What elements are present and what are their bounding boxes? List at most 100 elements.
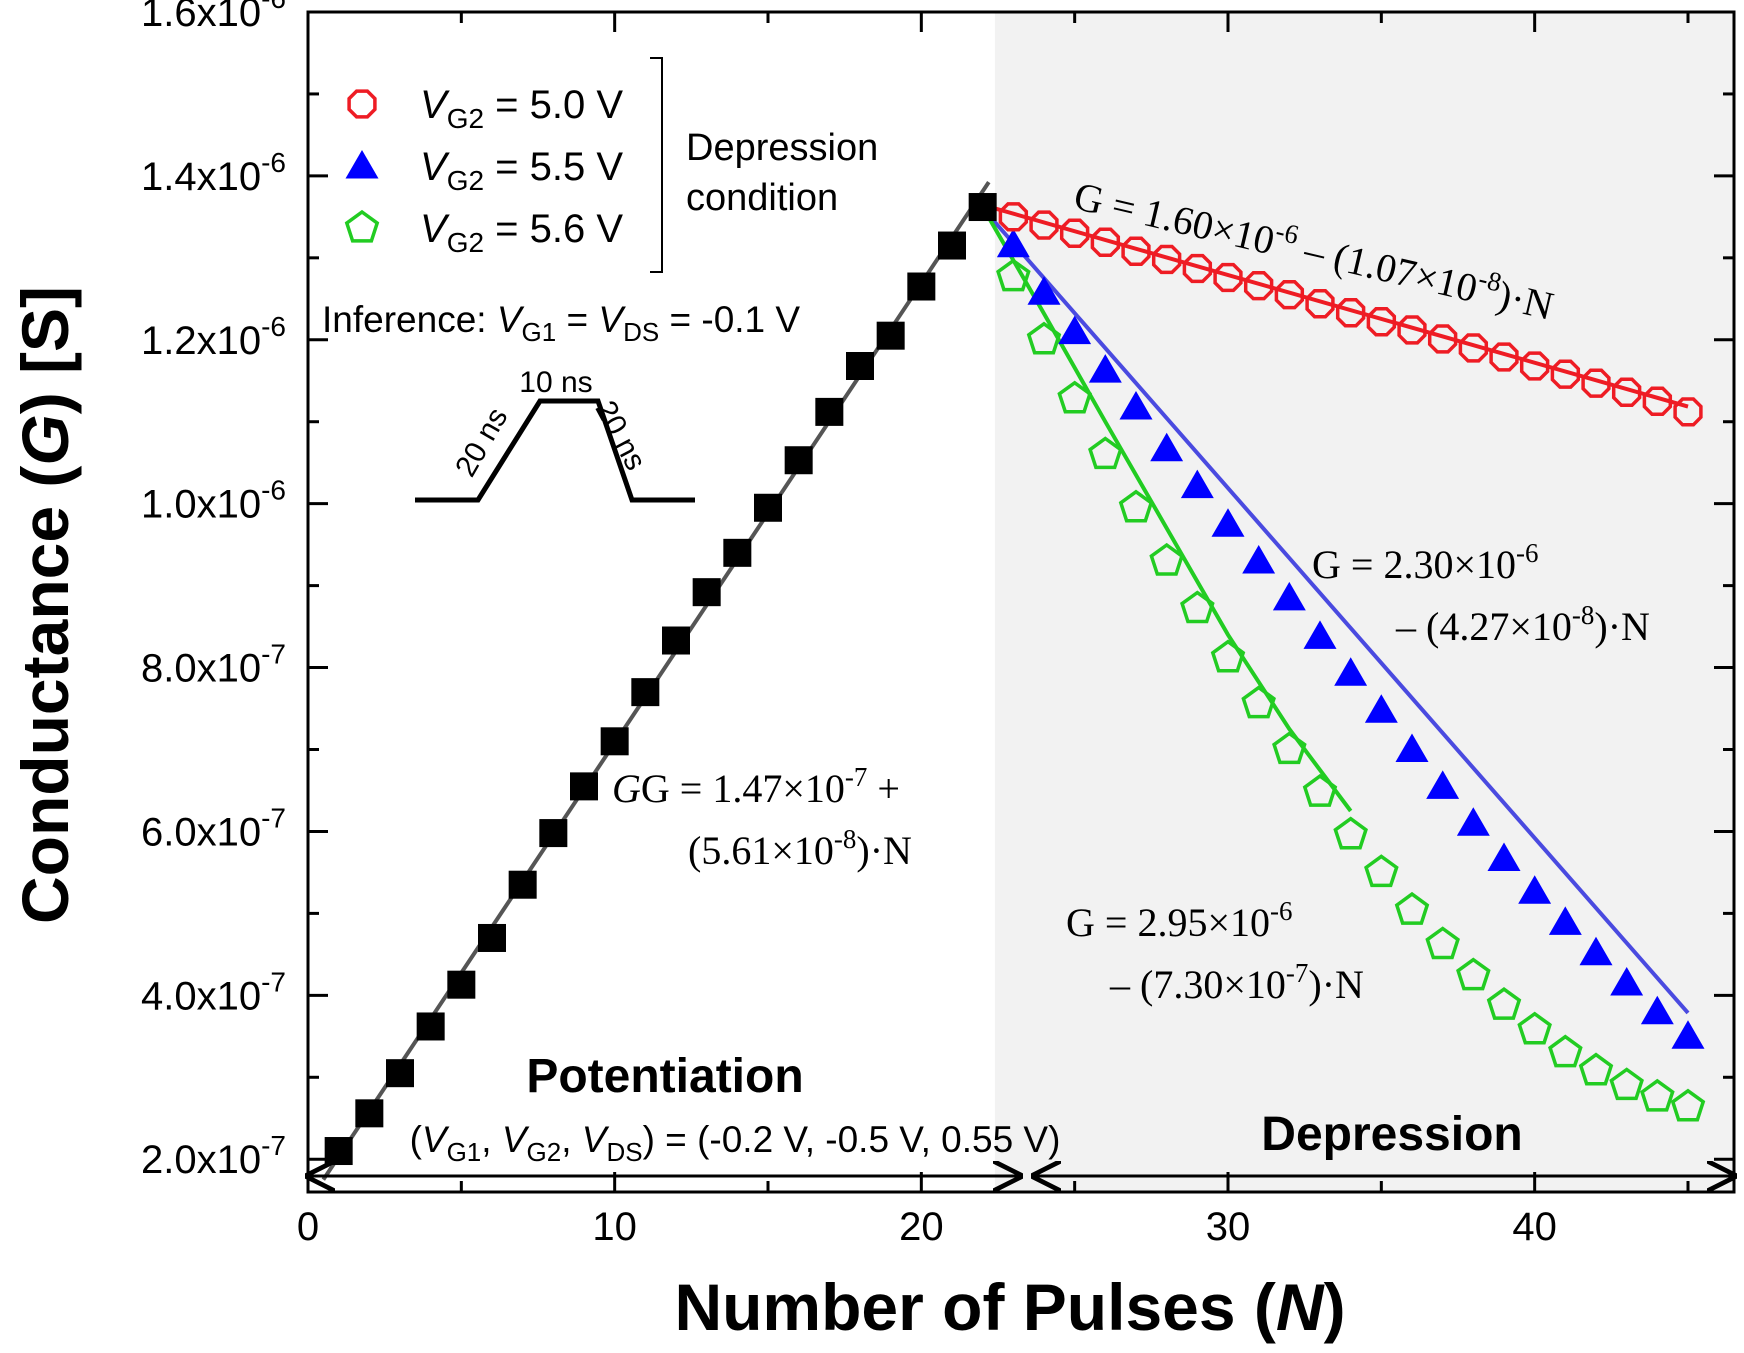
series-dep_5_6 xyxy=(996,258,1706,1122)
x-tick-label: 30 xyxy=(1206,1205,1251,1249)
series-dep_5_5 xyxy=(996,228,1705,1049)
data-point-dep_5_6 xyxy=(1272,731,1307,765)
eq-potentiation-line1: GG = 1.47×10-7 + xyxy=(612,762,900,811)
data-point-dep_5_5 xyxy=(1548,906,1582,935)
data-point-potentiation xyxy=(754,493,782,522)
data-point-dep_5_5 xyxy=(1487,842,1521,871)
data-point-dep_5_5 xyxy=(1303,620,1337,649)
data-point-potentiation xyxy=(600,727,629,756)
data-point-dep_5_6 xyxy=(1609,1067,1644,1101)
data-point-dep_5_6 xyxy=(1517,1011,1552,1045)
eq-dep-5-6-line1: G = 2.95×10-6 xyxy=(1066,896,1293,945)
legend-entry-5-0: VG2 = 5.0 V xyxy=(420,83,623,134)
data-point-potentiation xyxy=(723,538,752,567)
pulse-fall-label: 20 ns xyxy=(589,395,653,475)
data-point-dep_5_0 xyxy=(1519,351,1550,381)
data-point-dep_5_5 xyxy=(1058,315,1092,345)
pulse-top-label: 10 ns xyxy=(519,366,592,399)
data-point-dep_5_0 xyxy=(1673,397,1703,427)
legend-entry-5-5: VG2 = 5.5 V xyxy=(420,145,623,196)
data-point-dep_5_5 xyxy=(1364,694,1398,723)
data-point-dep_5_6 xyxy=(1425,926,1460,960)
data-point-dep_5_5 xyxy=(1211,508,1245,537)
pulse-waveform xyxy=(415,398,695,503)
potentiation-label: Potentiation xyxy=(526,1050,803,1103)
data-point-potentiation xyxy=(570,772,598,801)
data-point-dep_5_5 xyxy=(1242,545,1276,574)
data-point-potentiation xyxy=(662,626,690,655)
data-point-dep_5_6 xyxy=(1640,1078,1675,1112)
data-point-dep_5_5 xyxy=(1456,807,1490,836)
data-point-dep_5_6 xyxy=(1026,321,1062,355)
depression-condition-line2: condition xyxy=(686,177,838,219)
plot-frame xyxy=(306,10,1736,1194)
data-point-dep_5_5 xyxy=(1119,391,1153,420)
data-point-dep_5_0 xyxy=(1121,236,1151,266)
pulse-rise-label: 20 ns xyxy=(449,402,514,482)
data-point-dep_5_6 xyxy=(1302,773,1338,807)
data-point-dep_5_5 xyxy=(1640,995,1674,1025)
data-point-dep_5_6 xyxy=(1364,854,1399,888)
y-axis-title: Conductance (G) [S] xyxy=(8,286,82,924)
y-tick-label: 1.6x10-6 xyxy=(141,0,286,35)
data-point-dep_5_0 xyxy=(1642,386,1673,416)
data-point-dep_5_6 xyxy=(1333,816,1368,850)
data-point-dep_5_5 xyxy=(1395,733,1429,762)
eq-dep-5-6-line2: – (7.30×10-7)·N xyxy=(1109,958,1364,1007)
legend-symbol-dep_5_0 xyxy=(347,89,377,119)
data-point-potentiation xyxy=(324,1137,353,1166)
data-point-dep_5_6 xyxy=(996,258,1031,292)
data-point-dep_5_0 xyxy=(1366,307,1397,337)
data-point-dep_5_0 xyxy=(1059,218,1090,248)
data-point-dep_5_6 xyxy=(1456,957,1491,991)
x-axis-title: Number of Pulses (N) xyxy=(674,1270,1345,1344)
legend-bracket xyxy=(650,57,663,273)
data-point-dep_5_6 xyxy=(1149,542,1184,576)
data-point-dep_5_0 xyxy=(1458,333,1489,363)
fit-curve-dep_5_6 xyxy=(980,206,1353,813)
x-tick-label: 10 xyxy=(592,1205,637,1249)
data-point-dep_5_6 xyxy=(1057,380,1092,414)
legend-entry-5-6: VG2 = 5.6 V xyxy=(420,207,623,258)
legend-symbol-dep_5_5 xyxy=(345,150,379,179)
data-point-dep_5_0 xyxy=(1243,271,1274,301)
depression-label: Depression xyxy=(1261,1108,1522,1161)
y-tick-label: 6.0x10-7 xyxy=(141,802,286,854)
series-dep_5_0 xyxy=(998,202,1703,427)
data-point-potentiation xyxy=(416,1012,445,1041)
data-point-dep_5_6 xyxy=(1670,1088,1706,1122)
data-point-dep_5_5 xyxy=(1272,581,1306,611)
data-point-dep_5_6 xyxy=(1578,1052,1614,1086)
data-point-dep_5_6 xyxy=(1486,987,1522,1020)
data-point-dep_5_0 xyxy=(1611,377,1642,407)
pulse-waveform-inset: 10 ns 20 ns 20 ns xyxy=(415,366,695,503)
data-point-potentiation xyxy=(907,272,936,301)
data-point-dep_5_0 xyxy=(1151,244,1182,275)
data-point-dep_5_0 xyxy=(1550,359,1581,389)
x-tick-label: 40 xyxy=(1512,1205,1557,1249)
y-tick-label: 2.0x10-7 xyxy=(141,1130,286,1182)
data-point-dep_5_5 xyxy=(1426,770,1460,799)
data-point-dep_5_5 xyxy=(1088,354,1122,383)
data-point-potentiation xyxy=(876,321,905,350)
y-tick-label: 1.0x10-6 xyxy=(141,475,286,527)
data-point-dep_5_6 xyxy=(1118,489,1154,523)
data-point-dep_5_0 xyxy=(1029,210,1059,240)
data-point-dep_5_6 xyxy=(1241,685,1276,719)
data-point-potentiation xyxy=(938,231,966,260)
data-point-potentiation xyxy=(386,1059,414,1088)
data-point-dep_5_5 xyxy=(1334,657,1368,686)
data-point-dep_5_0 xyxy=(1427,324,1458,354)
data-point-dep_5_0 xyxy=(1090,227,1121,257)
data-point-dep_5_0 xyxy=(998,202,1029,232)
data-point-dep_5_5 xyxy=(1150,432,1184,462)
eq-potentiation-line2: (5.61×10-8)·N xyxy=(688,824,912,873)
data-point-dep_5_6 xyxy=(1180,590,1215,624)
y-tick-label: 8.0x10-7 xyxy=(141,639,286,691)
potentiation-condition: (VG1, VG2, VDS) = (-0.2 V, -0.5 V, 0.55 … xyxy=(410,1119,1061,1167)
data-point-dep_5_5 xyxy=(996,228,1030,258)
data-point-potentiation xyxy=(692,578,721,607)
inference-condition: Inference: VG1 = VDS = -0.1 V xyxy=(322,299,800,347)
data-point-dep_5_6 xyxy=(1210,639,1246,673)
